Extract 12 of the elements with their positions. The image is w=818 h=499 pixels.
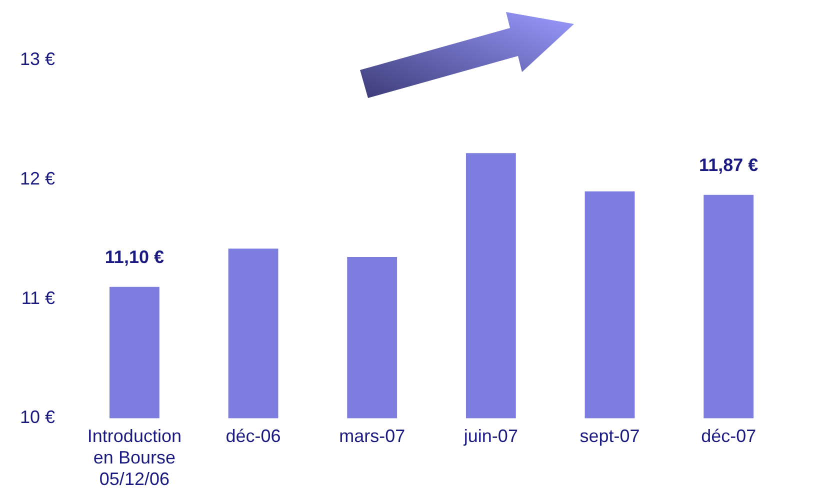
y-tick-label: 11 € — [21, 288, 56, 308]
x-tick-label: sept-07 — [580, 426, 640, 446]
y-tick-label: 12 € — [20, 168, 56, 188]
x-tick-label: Introduction en Bourse 05/12/06 — [87, 426, 182, 490]
data-label: 11,87 € — [699, 154, 758, 175]
data-label: 11,10 € — [104, 246, 164, 267]
x-tick-label: déc-06 — [226, 426, 281, 446]
y-tick-label: 13 € — [20, 48, 56, 69]
y-tick-label: 10 € — [20, 407, 56, 428]
x-tick-label: juin-07 — [462, 426, 518, 446]
x-tick-label: mars-07 — [339, 426, 406, 446]
x-tick-label: déc-07 — [701, 426, 756, 446]
